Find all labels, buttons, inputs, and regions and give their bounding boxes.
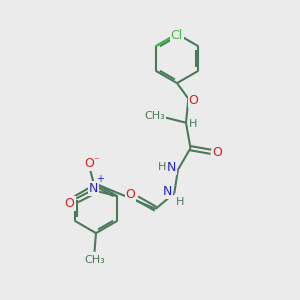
Text: Cl: Cl bbox=[171, 29, 183, 42]
Text: CH₃: CH₃ bbox=[84, 255, 105, 265]
Text: CH₃: CH₃ bbox=[144, 111, 165, 121]
Text: O: O bbox=[84, 157, 94, 170]
Text: H: H bbox=[176, 196, 184, 207]
Text: H: H bbox=[158, 162, 166, 172]
Text: O: O bbox=[189, 94, 198, 107]
Text: H: H bbox=[189, 119, 198, 129]
Text: N: N bbox=[163, 185, 172, 198]
Text: O: O bbox=[65, 197, 74, 210]
Text: ⁻: ⁻ bbox=[93, 156, 99, 167]
Text: O: O bbox=[126, 188, 135, 201]
Text: N: N bbox=[167, 161, 176, 174]
Text: O: O bbox=[213, 146, 222, 159]
Text: +: + bbox=[96, 174, 104, 184]
Text: N: N bbox=[88, 182, 98, 195]
